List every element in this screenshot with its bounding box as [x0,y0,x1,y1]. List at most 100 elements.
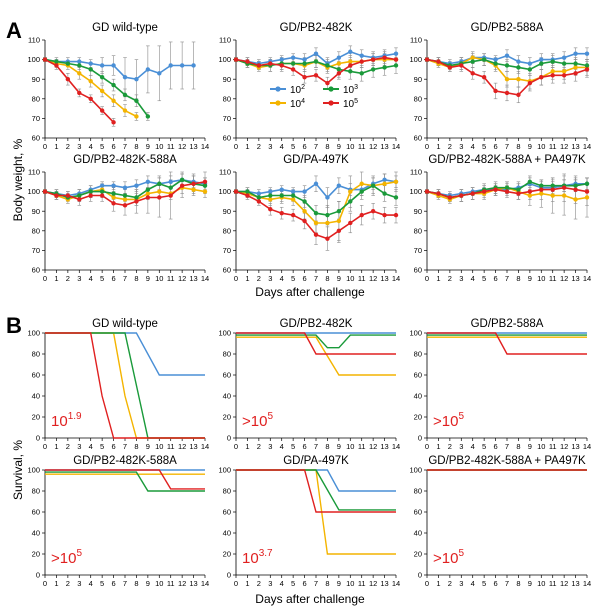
data-point-1e3 [584,181,590,186]
x-tick-label: 6 [111,274,115,283]
ld50-annotation: >105 [242,411,273,430]
data-point-1e3 [550,183,555,188]
data-point-1e5 [256,199,262,204]
data-point-1e3 [54,59,59,64]
data-point-1e3 [77,193,82,198]
x-tick-label: 3 [459,142,463,151]
data-point-1e5 [550,187,555,192]
y-tick-label: 20 [223,550,231,559]
data-point-1e5 [290,67,296,72]
x-tick-label: 7 [123,142,127,151]
y-tick-label: 80 [223,350,231,359]
x-tick-label: 12 [560,274,568,283]
y-tick-label: 110 [219,168,231,177]
ld50-base: 10 [242,550,259,567]
x-tick-label: 10 [155,142,163,151]
x-tick-label: 1 [436,274,440,283]
data-point-1e5 [493,187,498,192]
x-tick-label: 3 [77,579,81,588]
data-point-1e5 [584,67,590,72]
y-tick-label: 80 [32,226,40,235]
y-tick-label: 20 [414,550,422,559]
y-tick-label: 20 [32,550,40,559]
y-tick-label: 100 [27,55,40,64]
data-point-1e5 [99,108,105,113]
survival-line-1e5 [45,469,205,490]
data-point-1e5 [359,59,364,64]
ld50-base: 10 [51,413,68,430]
x-tick-label: 13 [380,442,388,451]
panel-title: GD wild-type [92,22,158,34]
data-point-1e5 [233,189,239,194]
data-point-1e4 [122,108,128,113]
x-tick-label: 7 [123,274,127,283]
y-tick-label: 60 [414,266,422,275]
y-tick-label: 60 [32,371,40,380]
x-tick-label: 5 [100,579,104,588]
y-tick-label: 40 [414,392,422,401]
x-tick-label: 11 [167,142,175,151]
y-tick-label: 80 [32,350,40,359]
x-tick-label: 12 [369,442,377,451]
ld50-annotation: >105 [51,548,82,567]
data-point-1e4 [157,189,162,194]
y-tick-label: 80 [32,94,40,103]
x-tick-label: 10 [155,274,163,283]
ld50-exponent: 5 [76,548,82,559]
data-point-1e5 [382,212,387,218]
data-point-1e3 [65,61,71,66]
x-tick-label: 13 [380,274,388,283]
x-tick-label: 10 [537,579,545,588]
x-tick-label: 8 [134,142,138,151]
data-point-1e4 [382,181,387,186]
x-tick-label: 2 [66,442,70,451]
data-point-1e2 [77,59,82,64]
x-tick-label: 12 [369,579,377,588]
data-point-1e4 [539,191,544,196]
y-tick-label: 60 [223,266,231,275]
y-tick-label: 80 [32,487,40,496]
x-tick-label: 8 [134,442,138,451]
panel-title: GD/PA-497K [283,154,349,166]
x-tick-label: 13 [571,274,579,283]
data-point-1e5 [561,185,567,190]
y-tick-label: 100 [409,187,422,196]
x-tick-label: 11 [549,274,557,283]
data-point-1e2 [573,51,578,56]
data-point-1e4 [313,220,319,226]
y-tick-label: 80 [223,226,231,235]
x-tick-label: 3 [77,442,81,451]
data-point-1e4 [111,98,116,103]
y-tick-label: 0 [227,434,231,443]
x-tick-label: 9 [528,442,532,451]
y-tick-label: 60 [223,508,231,517]
x-tick-label: 12 [369,274,377,283]
data-point-1e2 [325,195,330,200]
x-tick-label: 4 [89,579,93,588]
y-tick-label: 40 [223,392,231,401]
data-point-1e2 [279,187,284,192]
data-point-1e2 [134,183,139,188]
dose-legend: 102 103 104 105 [270,84,358,110]
data-point-1e5 [436,191,441,196]
panel-title: GD/PB2-482K-588A + PA497K [428,455,586,467]
data-point-1e3 [302,61,307,66]
data-point-1e5 [336,228,342,233]
data-point-1e3 [302,199,307,204]
x-tick-label: 9 [146,142,150,151]
data-point-1e4 [122,197,128,202]
data-point-1e2 [168,179,173,184]
data-point-1e5 [459,63,464,68]
x-tick-label: 2 [66,274,70,283]
data-point-1e3 [516,65,521,70]
x-tick-label: 6 [111,579,115,588]
x-tick-label: 14 [392,579,400,588]
x-tick-label: 4 [471,579,475,588]
data-point-1e4 [77,71,82,76]
data-point-1e2 [382,177,387,183]
data-point-1e5 [145,195,151,200]
ld50-exponent: 5 [458,411,464,422]
